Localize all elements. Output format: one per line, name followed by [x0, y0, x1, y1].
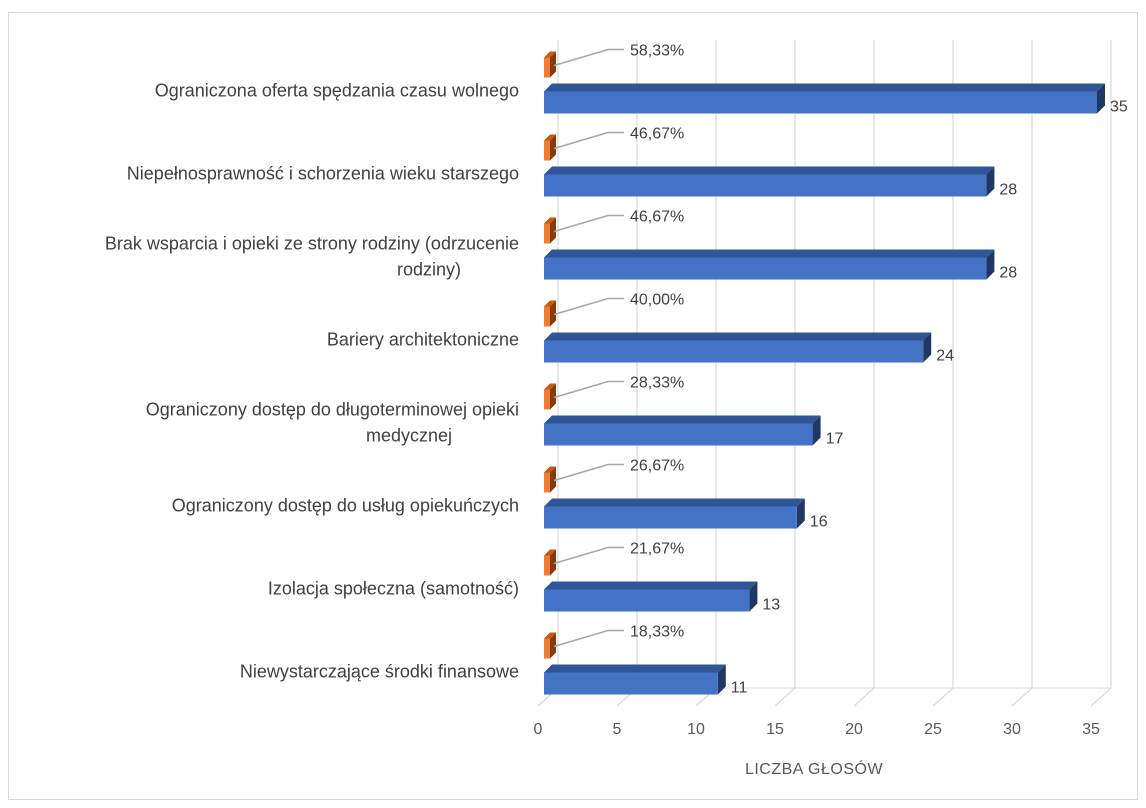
- gridline-floor: [853, 687, 875, 707]
- pct-leader-line: [553, 214, 624, 233]
- x-tick-label: 20: [845, 721, 863, 738]
- pct-data-label: 26,67%: [630, 458, 684, 475]
- bar-value-label: 24: [936, 348, 954, 365]
- pct-bar-side-face: [550, 300, 556, 327]
- bar-top-face: [544, 166, 995, 175]
- pct-bar-side-face: [550, 51, 556, 78]
- pct-bar: [544, 472, 550, 493]
- bar-value: [544, 589, 750, 612]
- pct-bar: [544, 389, 550, 410]
- category-label: Niewystarczające środki finansowe: [240, 662, 519, 682]
- pct-data-label: 18,33%: [630, 624, 684, 641]
- bar-side-face: [923, 332, 932, 363]
- bar-value-label: 35: [1110, 99, 1128, 116]
- x-tick-label: 35: [1082, 721, 1100, 738]
- pct-bar-top-face: [544, 217, 556, 224]
- gridline-floor: [1090, 687, 1112, 707]
- bar-side-face: [812, 415, 821, 446]
- x-tick-label: 5: [613, 721, 622, 738]
- gridline-floor: [1011, 687, 1033, 707]
- gridline-floor: [932, 687, 954, 707]
- bar-value: [544, 423, 813, 446]
- bar-value: [544, 174, 987, 197]
- bar-value-label: 11: [731, 680, 748, 697]
- bar-side-face: [986, 249, 995, 280]
- bar-side-face: [1097, 83, 1105, 114]
- x-tick-label: 0: [534, 721, 543, 738]
- bar-top-face: [544, 83, 1105, 92]
- bar-value: [544, 257, 987, 280]
- bar-side-face: [749, 581, 758, 612]
- pct-data-label: 46,67%: [630, 209, 684, 226]
- pct-bar-side-face: [550, 632, 556, 659]
- bar-top-face: [544, 249, 995, 258]
- x-tick-label: 25: [924, 721, 942, 738]
- pct-bar-side-face: [550, 383, 556, 410]
- pct-leader-line: [553, 131, 624, 150]
- pct-bar-side-face: [550, 217, 556, 244]
- pct-bar-top-face: [544, 632, 556, 639]
- bar-top-face: [544, 664, 726, 673]
- category-label: Bariery architektoniczne: [327, 330, 519, 350]
- pct-bar: [544, 223, 550, 244]
- pct-data-label: 58,33%: [630, 43, 684, 60]
- bar-value-label: 13: [762, 597, 780, 614]
- pct-bar: [544, 638, 550, 659]
- bar-value: [544, 340, 924, 363]
- bar-top-face: [544, 581, 758, 590]
- bar-value-label: 16: [810, 514, 828, 531]
- pct-bar: [544, 57, 550, 78]
- bar-value-label: 28: [999, 182, 1017, 199]
- pct-bar-top-face: [544, 51, 556, 58]
- pct-bar-side-face: [550, 549, 556, 576]
- bar-value: [544, 672, 718, 695]
- bar-side-face: [796, 498, 805, 529]
- category-label: Ograniczony dostęp do usług opiekuńczych: [172, 496, 519, 516]
- pct-data-label: 46,67%: [630, 126, 684, 143]
- bar-value-label: 28: [999, 265, 1017, 282]
- pct-bar-top-face: [544, 466, 556, 473]
- pct-bar-top-face: [544, 300, 556, 307]
- x-tick-label: 15: [766, 721, 784, 738]
- pct-leader-line: [553, 48, 624, 67]
- pct-leader-line: [553, 463, 624, 482]
- bar-top-face: [544, 332, 932, 341]
- bar-side-face: [717, 664, 726, 695]
- category-label: Niepełnosprawność i schorzenia wieku sta…: [127, 164, 519, 184]
- category-label: Ograniczona oferta spędzania czasu wolne…: [155, 81, 519, 101]
- bar-top-face: [544, 415, 821, 424]
- pct-leader-line: [553, 629, 624, 648]
- bar-value: [544, 91, 1097, 114]
- category-label-line2: medycznej: [366, 426, 452, 446]
- bar-side-face: [986, 166, 995, 197]
- bar-value: [544, 506, 797, 529]
- x-tick-label: 10: [687, 721, 705, 738]
- x-axis-title: LICZBA GŁOSÓW: [745, 759, 883, 778]
- pct-leader-line: [553, 380, 624, 399]
- pct-bar-top-face: [544, 383, 556, 390]
- pct-bar-top-face: [544, 549, 556, 556]
- gridline-floor: [774, 687, 796, 707]
- pct-bar-top-face: [544, 134, 556, 141]
- category-label-line2: rodziny): [397, 260, 461, 280]
- pct-data-label: 28,33%: [630, 375, 684, 392]
- pct-bar-side-face: [550, 466, 556, 493]
- pct-leader-line: [553, 297, 624, 316]
- x-tick-label: 30: [1003, 721, 1021, 738]
- bar-value-label: 17: [826, 431, 844, 448]
- pct-leader-line: [553, 546, 624, 565]
- pct-bar-side-face: [550, 134, 556, 161]
- pct-data-label: 40,00%: [630, 292, 684, 309]
- pct-data-label: 21,67%: [630, 541, 684, 558]
- pct-bar: [544, 555, 550, 576]
- category-label: Brak wsparcia i opieki ze strony rodziny…: [105, 234, 519, 254]
- category-label: Izolacja społeczna (samotność): [268, 579, 519, 599]
- pct-bar: [544, 140, 550, 161]
- category-label: Ograniczony dostęp do długoterminowej op…: [146, 400, 519, 420]
- bar-top-face: [544, 498, 805, 507]
- pct-bar: [544, 306, 550, 327]
